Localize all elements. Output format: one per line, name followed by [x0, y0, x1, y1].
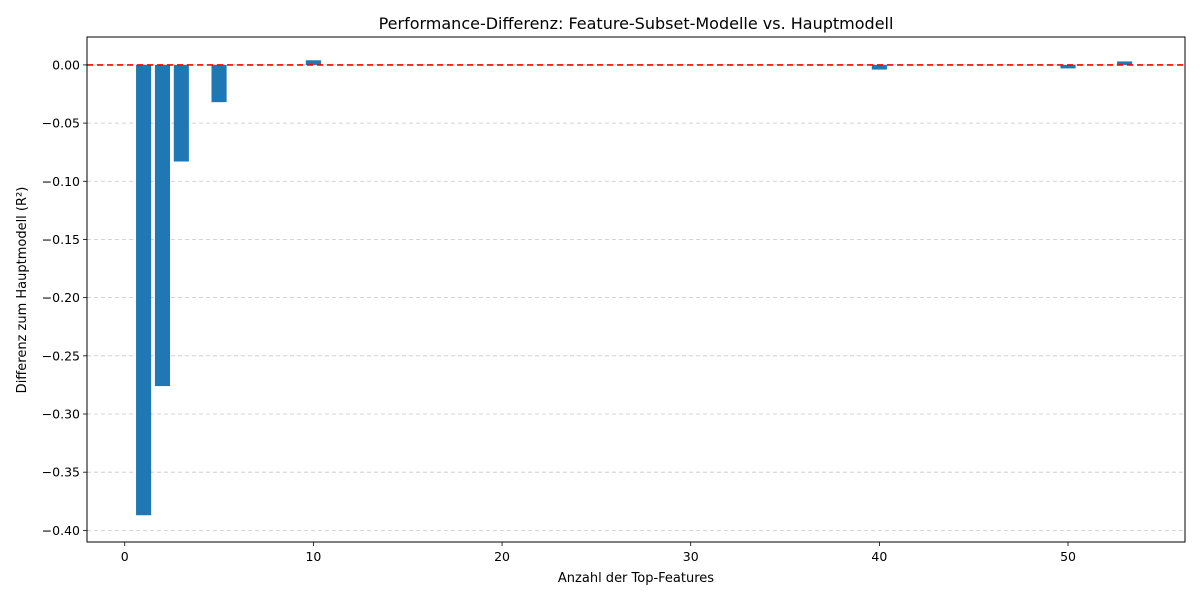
y-tick-label: −0.40	[42, 523, 80, 538]
y-tick-label: 0.00	[52, 57, 80, 72]
bar	[1060, 64, 1076, 69]
x-axis-label: Anzahl der Top-Features	[558, 571, 714, 586]
y-tick-label: −0.20	[42, 290, 80, 305]
bar	[305, 60, 321, 65]
bar	[1117, 61, 1133, 65]
y-axis-label: Differenz zum Hauptmodell (R²)	[15, 187, 30, 394]
y-tick-label: −0.05	[42, 116, 80, 131]
x-tick-label: 30	[683, 549, 699, 564]
bar	[136, 64, 152, 516]
bar	[871, 64, 887, 70]
x-tick-label: 50	[1060, 549, 1076, 564]
x-axis-ticks: 0 10 20 30 40 50	[121, 542, 1076, 564]
x-tick-label: 0	[121, 549, 129, 564]
y-tick-label: −0.25	[42, 348, 80, 363]
y-tick-label: −0.10	[42, 174, 80, 189]
y-tick-label: −0.30	[42, 407, 80, 422]
bars	[136, 60, 1133, 516]
y-axis-ticks: 0.00 −0.05 −0.10 −0.15 −0.20 −0.25 −0.30 −0.35 −…	[42, 57, 87, 538]
x-tick-label: 10	[305, 549, 321, 564]
bar	[173, 64, 189, 162]
chart-title: Performance-Differenz: Feature-Subset-Mo…	[379, 14, 894, 33]
bar	[211, 64, 227, 103]
x-tick-label: 20	[494, 549, 510, 564]
y-tick-label: −0.35	[42, 465, 80, 480]
bar	[154, 64, 171, 387]
x-tick-label: 40	[871, 549, 887, 564]
y-tick-label: −0.15	[42, 232, 80, 247]
plot-frame	[86, 36, 1186, 543]
